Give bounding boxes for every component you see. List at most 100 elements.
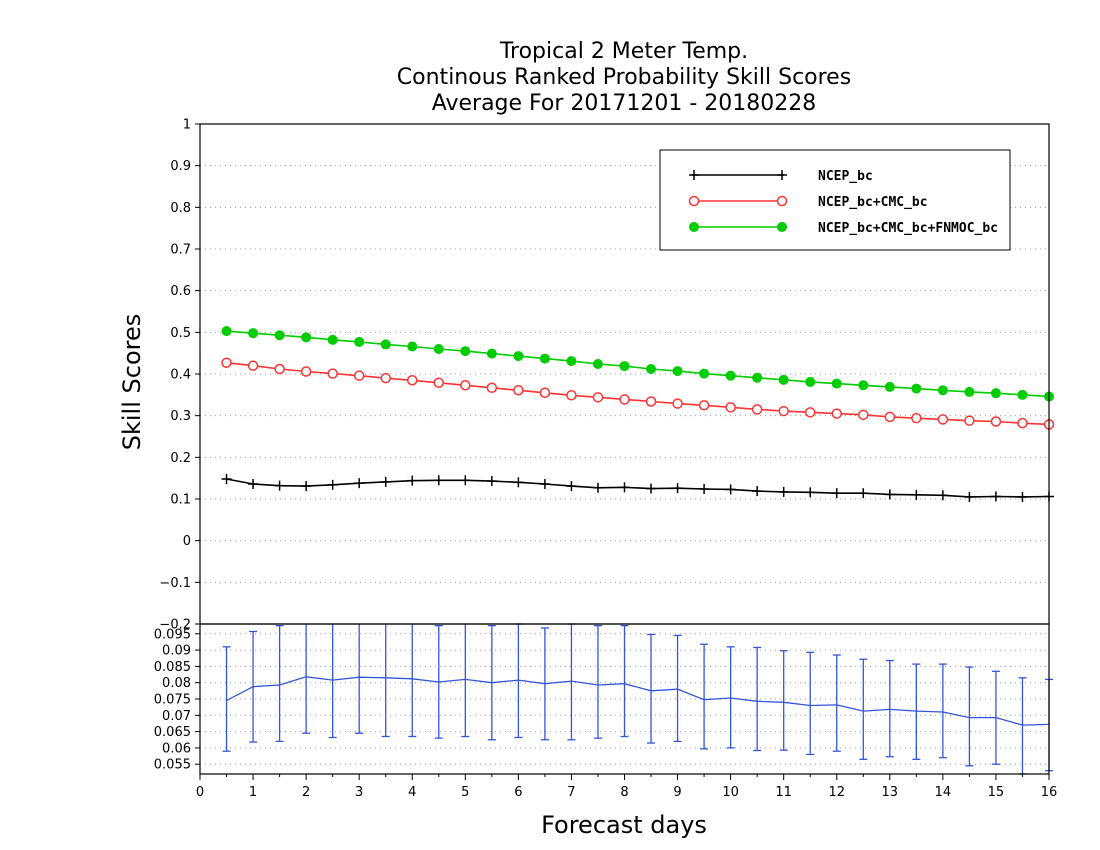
data-point-ncep-bc [460, 475, 471, 486]
data-point-ncep-bc-cmc-bc-fnmoc-bc [990, 388, 1001, 399]
x-tick-label: 7 [567, 785, 575, 800]
data-point-ncep-bc-cmc-bc-fnmoc-bc [513, 351, 524, 362]
data-point-ncep-bc-cmc-bc [937, 414, 949, 425]
legend: NCEP_bc NCEP_bc+CMC_bc NCEP_bc+CMC_bc+FNMO… [659, 149, 1011, 251]
x-tick-label: 10 [722, 785, 739, 800]
spread-series [222, 623, 1053, 775]
data-point-ncep-bc-cmc-bc-fnmoc-bc [380, 339, 391, 350]
data-point-ncep-bc [805, 487, 816, 498]
data-point-ncep-bc-cmc-bc-fnmoc-bc [407, 341, 418, 352]
data-point-ncep-bc-cmc-bc-fnmoc-bc [301, 332, 312, 343]
data-point-ncep-bc-cmc-bc-fnmoc-bc [274, 330, 285, 341]
data-point-ncep-bc-cmc-bc [300, 366, 312, 377]
x-tick-label: 1 [249, 785, 257, 800]
data-point-ncep-bc-cmc-bc-fnmoc-bc [1017, 389, 1028, 400]
x-tick-label: 15 [988, 785, 1005, 800]
x-tick-label: 4 [408, 785, 416, 800]
data-point-ncep-bc-cmc-bc [831, 408, 842, 419]
x-axis-label: Forecast days [541, 811, 707, 839]
data-point-ncep-bc-cmc-bc [327, 368, 338, 379]
data-point-ncep-bc [539, 479, 550, 489]
data-point-ncep-bc-cmc-bc-fnmoc-bc [911, 383, 922, 394]
data-point-ncep-bc-cmc-bc-fnmoc-bc [539, 353, 550, 364]
y-tick-label: 0.5 [170, 326, 191, 341]
data-point-ncep-bc-cmc-bc [380, 372, 391, 384]
data-point-ncep-bc-cmc-bc-fnmoc-bc [460, 346, 471, 357]
x-tick-label: 2 [302, 785, 310, 800]
x-tick-label: 16 [1041, 785, 1058, 800]
data-point-ncep-bc-cmc-bc [804, 407, 816, 418]
data-point-ncep-bc [513, 477, 524, 488]
data-point-ncep-bc-cmc-bc [433, 377, 445, 388]
data-point-ncep-bc-cmc-bc-fnmoc-bc [805, 376, 816, 387]
data-point-ncep-bc-cmc-bc [513, 385, 524, 396]
data-point-ncep-bc-cmc-bc-fnmoc-bc [433, 344, 444, 354]
series-line-ncep-bc-cmc-bc [226, 361, 1050, 426]
y-tick-label: 0.1 [170, 493, 191, 508]
data-point-ncep-bc [274, 480, 285, 491]
legend-label-ncep-bc-cmc-bc: NCEP_bc+CMC_bc [818, 195, 928, 210]
data-point-ncep-bc-cmc-bc [1017, 417, 1028, 429]
legend-marker-ncep-bc [689, 170, 699, 180]
y-tick-label: 0.08 [162, 676, 191, 691]
x-tick-label: 0 [196, 785, 204, 800]
data-point-ncep-bc-cmc-bc-fnmoc-bc [248, 328, 259, 339]
data-point-ncep-bc-cmc-bc-fnmoc-bc [327, 334, 338, 345]
data-point-ncep-bc-cmc-bc [407, 375, 418, 386]
data-point-ncep-bc-cmc-bc [751, 404, 763, 415]
y-tick-label: 0.09 [162, 644, 191, 659]
y-tick-label: 0.3 [170, 409, 191, 424]
data-point-ncep-bc [911, 489, 922, 500]
data-point-ncep-bc-cmc-bc-fnmoc-bc [752, 372, 763, 383]
data-point-ncep-bc [1017, 491, 1028, 502]
data-point-ncep-bc-cmc-bc-fnmoc-bc [964, 386, 975, 397]
data-point-ncep-bc-cmc-bc [460, 380, 471, 391]
data-point-ncep-bc-cmc-bc [964, 415, 975, 426]
spread-line [226, 676, 1050, 726]
data-point-ncep-bc [327, 479, 338, 490]
data-point-ncep-bc [858, 488, 869, 499]
data-point-ncep-bc-cmc-bc [672, 398, 683, 409]
data-point-ncep-bc [592, 482, 603, 493]
data-point-ncep-bc-cmc-bc-fnmoc-bc [672, 366, 683, 377]
data-point-ncep-bc [646, 483, 657, 494]
data-point-ncep-bc [990, 491, 1001, 502]
data-point-ncep-bc [380, 476, 391, 487]
series-line-ncep-bc [226, 478, 1050, 498]
legend-label-ncep-bc-cmc-bc-fnmoc-bc: NCEP_bc+CMC_bc+FNMOC_bc [818, 221, 998, 236]
data-point-ncep-bc [937, 490, 948, 501]
y-tick-label: 0.9 [170, 159, 191, 174]
y-tick-label: 0 [183, 534, 191, 549]
data-point-ncep-bc-cmc-bc [698, 400, 710, 411]
data-point-ncep-bc-cmc-bc-fnmoc-bc [937, 385, 948, 396]
y-tick-label: 0.8 [170, 201, 191, 216]
skill-score-series [221, 326, 1055, 502]
data-point-ncep-bc-cmc-bc [990, 416, 1002, 427]
legend-marker-ncep-bc-cmc-bc [776, 195, 788, 207]
y-tick-label: −0.2 [159, 618, 191, 633]
y-tick-label: 0.6 [170, 284, 191, 299]
data-point-ncep-bc-cmc-bc-fnmoc-bc [778, 374, 789, 385]
data-point-ncep-bc [354, 478, 365, 489]
data-point-ncep-bc-cmc-bc-fnmoc-bc [619, 361, 630, 372]
data-point-ncep-bc [778, 486, 789, 497]
data-point-ncep-bc [619, 482, 630, 493]
x-axis-ticks: 0 1 2 3 4 5 6 7 8 9 10 11 12 13 14 15 16 [196, 774, 1057, 800]
data-point-ncep-bc-cmc-bc [274, 363, 285, 375]
data-point-ncep-bc-cmc-bc [911, 412, 922, 424]
data-point-ncep-bc-cmc-bc [566, 390, 577, 401]
data-point-ncep-bc [221, 474, 232, 484]
data-point-ncep-bc-cmc-bc-fnmoc-bc [221, 326, 232, 337]
y-tick-label: −0.1 [159, 576, 191, 591]
data-point-ncep-bc-cmc-bc-fnmoc-bc [831, 378, 842, 389]
data-point-ncep-bc-cmc-bc-fnmoc-bc [646, 364, 657, 374]
data-point-ncep-bc [433, 475, 444, 486]
y-tick-label: 0.2 [170, 451, 191, 466]
x-tick-label: 6 [514, 785, 522, 800]
data-point-ncep-bc-cmc-bc-fnmoc-bc [858, 380, 869, 391]
data-point-ncep-bc-cmc-bc [858, 409, 869, 421]
series-line-ncep-bc-cmc-bc-fnmoc-bc [226, 330, 1050, 398]
data-point-ncep-bc [407, 475, 418, 486]
x-tick-label: 13 [882, 785, 899, 800]
